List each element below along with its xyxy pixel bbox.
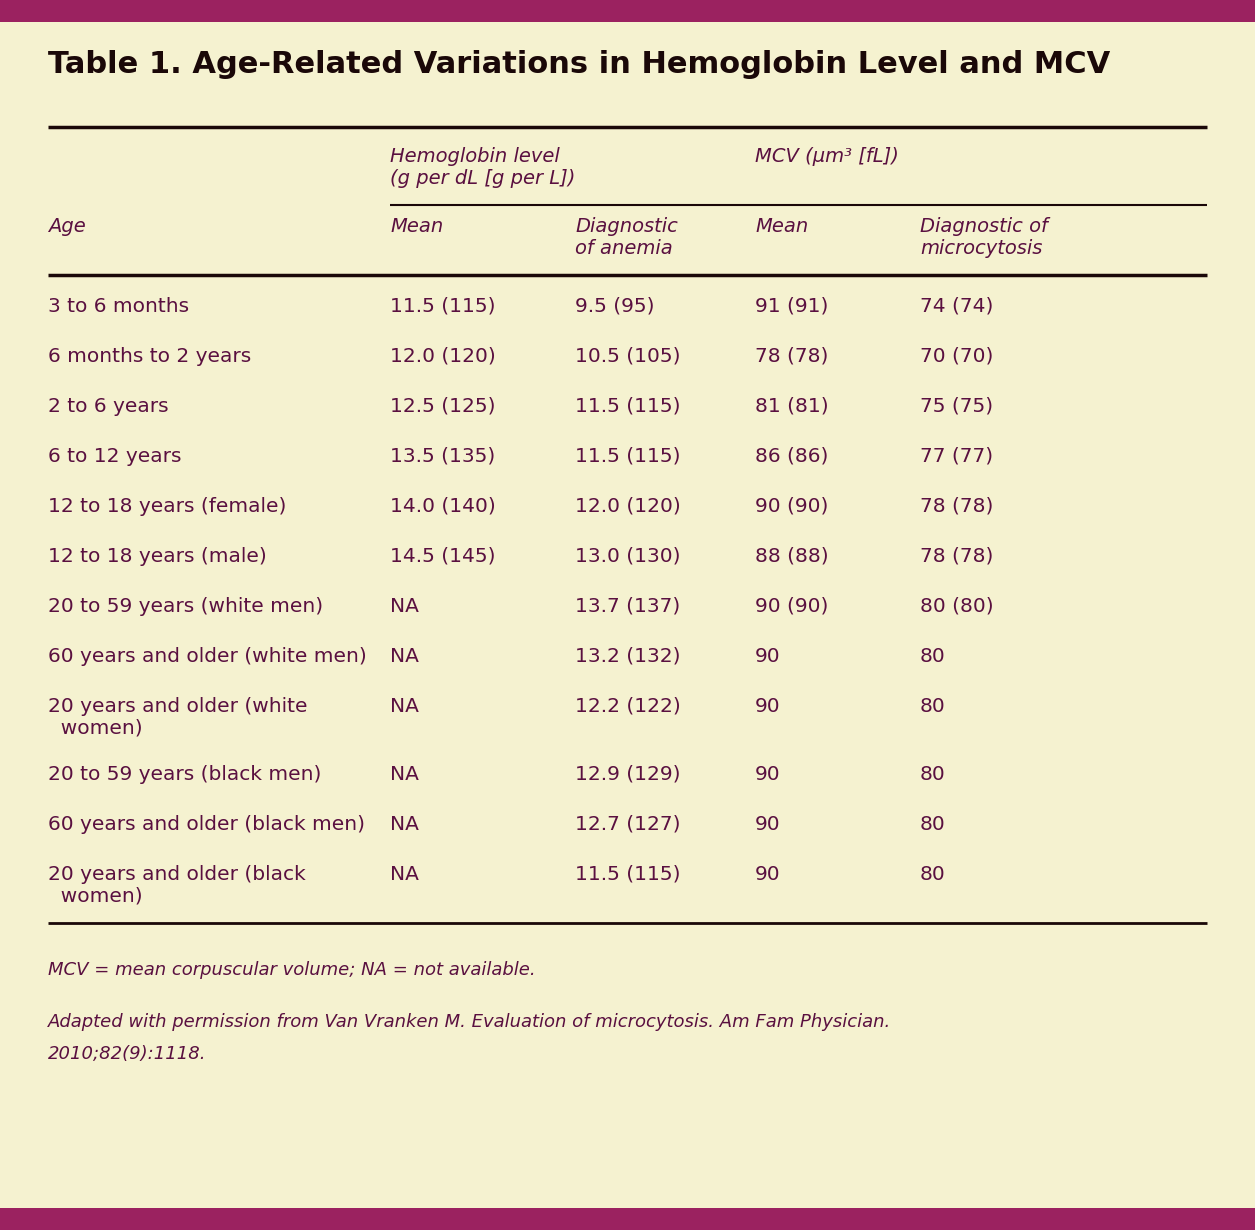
Text: 90: 90: [756, 765, 781, 784]
Text: 2010;82(9):1118.: 2010;82(9):1118.: [48, 1046, 207, 1063]
Text: Hemoglobin level
(g per dL [g per L]): Hemoglobin level (g per dL [g per L]): [390, 148, 575, 188]
Text: 74 (74): 74 (74): [920, 296, 994, 316]
Text: Diagnostic
of anemia: Diagnostic of anemia: [575, 216, 678, 258]
Text: Adapted with permission from Van Vranken M. Evaluation of microcytosis. Am Fam P: Adapted with permission from Van Vranken…: [48, 1014, 891, 1031]
Text: 13.7 (137): 13.7 (137): [575, 597, 680, 616]
Bar: [0, 0, 1255, 22]
Text: 3 to 6 months: 3 to 6 months: [48, 296, 190, 316]
Text: MCV (μm³ [fL]): MCV (μm³ [fL]): [756, 148, 899, 166]
Text: 80: 80: [920, 647, 946, 665]
Text: 20 years and older (white
  women): 20 years and older (white women): [48, 697, 307, 738]
Text: 14.5 (145): 14.5 (145): [390, 547, 496, 566]
Text: 90: 90: [756, 865, 781, 884]
Text: 20 to 59 years (black men): 20 to 59 years (black men): [48, 765, 321, 784]
Text: 6 to 12 years: 6 to 12 years: [48, 446, 182, 466]
Text: 88 (88): 88 (88): [756, 547, 828, 566]
Text: Table 1. Age-Related Variations in Hemoglobin Level and MCV: Table 1. Age-Related Variations in Hemog…: [48, 50, 1111, 79]
Text: 75 (75): 75 (75): [920, 397, 993, 416]
Text: 12 to 18 years (male): 12 to 18 years (male): [48, 547, 267, 566]
Text: MCV = mean corpuscular volume; NA = not available.: MCV = mean corpuscular volume; NA = not …: [48, 961, 536, 979]
Text: Mean: Mean: [756, 216, 808, 236]
Text: 11.5 (115): 11.5 (115): [575, 865, 680, 884]
Text: Mean: Mean: [390, 216, 443, 236]
Text: 13.2 (132): 13.2 (132): [575, 647, 680, 665]
Text: 11.5 (115): 11.5 (115): [575, 397, 680, 416]
Text: 9.5 (95): 9.5 (95): [575, 296, 655, 316]
Text: NA: NA: [390, 815, 419, 834]
Text: 12.2 (122): 12.2 (122): [575, 697, 680, 716]
Text: 78 (78): 78 (78): [756, 347, 828, 367]
Text: 11.5 (115): 11.5 (115): [390, 296, 496, 316]
Text: 77 (77): 77 (77): [920, 446, 993, 466]
Text: 12 to 18 years (female): 12 to 18 years (female): [48, 497, 286, 517]
Text: 78 (78): 78 (78): [920, 497, 994, 517]
Text: 70 (70): 70 (70): [920, 347, 994, 367]
Text: 90 (90): 90 (90): [756, 597, 828, 616]
Text: 90: 90: [756, 697, 781, 716]
Text: 90: 90: [756, 647, 781, 665]
Text: 12.7 (127): 12.7 (127): [575, 815, 680, 834]
Text: 11.5 (115): 11.5 (115): [575, 446, 680, 466]
Text: 10.5 (105): 10.5 (105): [575, 347, 680, 367]
Text: 2 to 6 years: 2 to 6 years: [48, 397, 168, 416]
Text: Age: Age: [48, 216, 85, 236]
Text: 13.5 (135): 13.5 (135): [390, 446, 496, 466]
Text: 13.0 (130): 13.0 (130): [575, 547, 680, 566]
Text: 60 years and older (white men): 60 years and older (white men): [48, 647, 366, 665]
Text: NA: NA: [390, 697, 419, 716]
Text: 81 (81): 81 (81): [756, 397, 828, 416]
Text: 80: 80: [920, 765, 946, 784]
Text: 12.0 (120): 12.0 (120): [390, 347, 496, 367]
Text: 80: 80: [920, 697, 946, 716]
Text: 6 months to 2 years: 6 months to 2 years: [48, 347, 251, 367]
Text: 78 (78): 78 (78): [920, 547, 994, 566]
Text: 12.0 (120): 12.0 (120): [575, 497, 680, 517]
Text: 20 years and older (black
  women): 20 years and older (black women): [48, 865, 306, 907]
Text: NA: NA: [390, 597, 419, 616]
Text: 60 years and older (black men): 60 years and older (black men): [48, 815, 365, 834]
Text: 14.0 (140): 14.0 (140): [390, 497, 496, 517]
Text: 80 (80): 80 (80): [920, 597, 994, 616]
Text: 90: 90: [756, 815, 781, 834]
Text: 91 (91): 91 (91): [756, 296, 828, 316]
Text: NA: NA: [390, 865, 419, 884]
Text: 20 to 59 years (white men): 20 to 59 years (white men): [48, 597, 323, 616]
Text: 12.9 (129): 12.9 (129): [575, 765, 680, 784]
Text: 90 (90): 90 (90): [756, 497, 828, 517]
Text: NA: NA: [390, 765, 419, 784]
Text: 80: 80: [920, 865, 946, 884]
Text: NA: NA: [390, 647, 419, 665]
Bar: [0, 1208, 1255, 1230]
Text: 86 (86): 86 (86): [756, 446, 828, 466]
Text: 80: 80: [920, 815, 946, 834]
Text: 12.5 (125): 12.5 (125): [390, 397, 496, 416]
Text: Diagnostic of
microcytosis: Diagnostic of microcytosis: [920, 216, 1048, 258]
